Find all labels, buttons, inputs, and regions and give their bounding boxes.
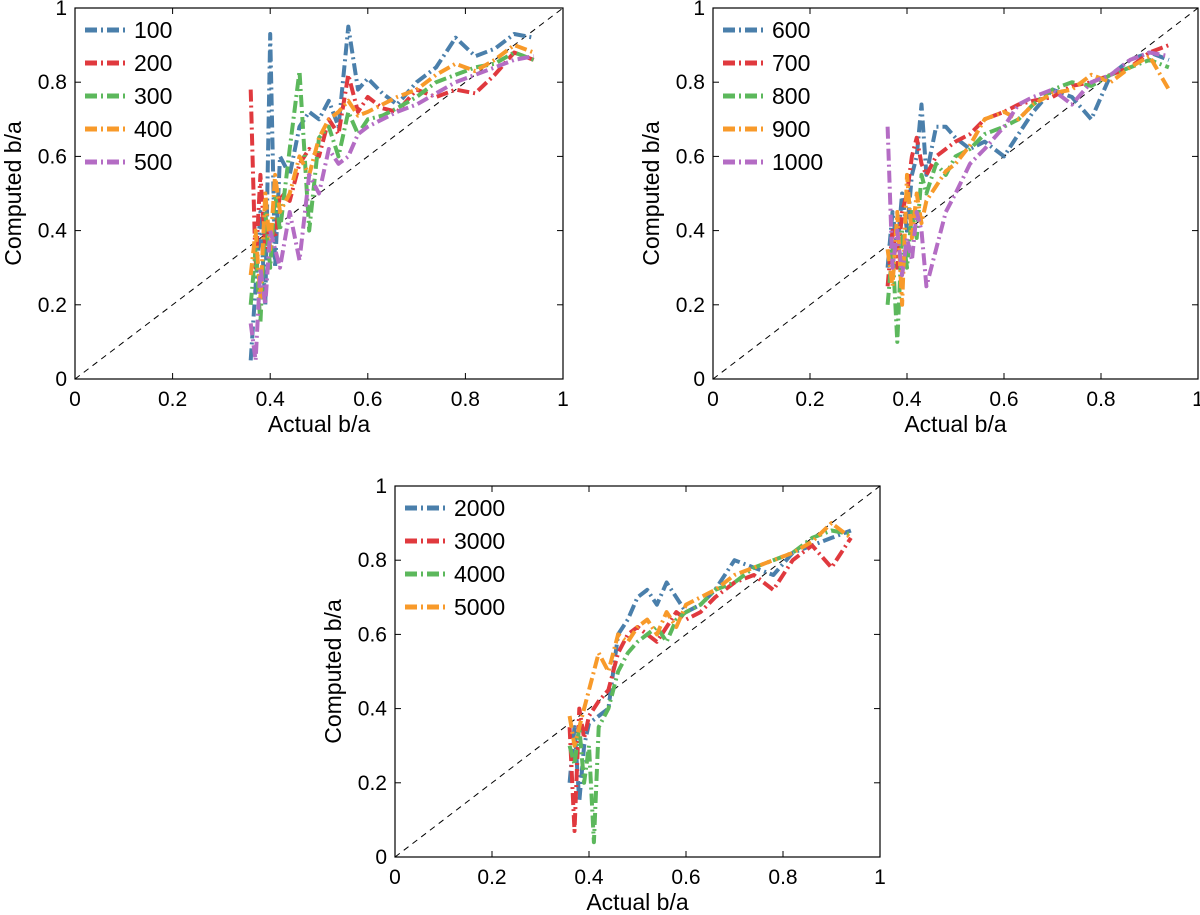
x-axis-label: Actual b/a xyxy=(586,889,688,915)
y-tick-label: 1 xyxy=(55,0,67,20)
legend-label-900: 900 xyxy=(772,116,810,142)
axes-frame xyxy=(712,7,1199,380)
y-tick-label: 0 xyxy=(55,368,67,391)
x-tick-label: 1 xyxy=(557,388,569,411)
y-tick-label: 0.2 xyxy=(676,294,705,317)
series-line-500 xyxy=(248,54,535,363)
x-tick-label: 1 xyxy=(874,866,886,889)
x-axis-label: Actual b/a xyxy=(268,411,370,437)
legend-label-700: 700 xyxy=(772,50,810,76)
y-tick-label: 1 xyxy=(693,0,705,20)
x-tick-label: 1 xyxy=(1192,388,1200,411)
x-tick-label: 0.8 xyxy=(451,388,480,411)
x-tick-label: 0.6 xyxy=(671,866,700,889)
y-tick-label: 0.6 xyxy=(38,145,67,168)
x-tick-label: 0.8 xyxy=(1086,388,1115,411)
legend-label-800: 800 xyxy=(772,83,810,109)
series-line-700 xyxy=(885,43,1170,287)
axes-frame xyxy=(394,485,881,858)
legend-label-400: 400 xyxy=(134,116,172,142)
y-tick-label: 0.8 xyxy=(676,71,705,94)
y-tick-label: 0.8 xyxy=(358,549,387,572)
series-line-300 xyxy=(248,50,535,326)
bottom-chart: 0 0.2 0.4 0.6 0.8 1 0 0.2 0.4 0.6 0.8 1 Actual b/a Co… xyxy=(320,475,886,915)
top-right-chart: 0 0.2 0.4 0.6 0.8 1 0 0.2 0.4 0.6 0.8 1 Actual b/a Co… xyxy=(638,0,1200,437)
legend: 100 200 300 400 500 xyxy=(85,17,172,175)
y-tick-label: 1 xyxy=(375,475,387,498)
legend-label-100: 100 xyxy=(134,17,172,43)
legend-label-500: 500 xyxy=(134,149,172,175)
x-tick-label: 0.4 xyxy=(892,388,922,411)
top-left-chart: 0 0.2 0.4 0.6 0.8 1 0 0.2 0.4 0.6 0.8 1 Actual b/a Co… xyxy=(0,0,569,437)
x-tick-label: 0.6 xyxy=(989,388,1018,411)
legend: 600 700 800 900 1000 xyxy=(723,17,823,175)
y-tick-label: 0.6 xyxy=(676,145,705,168)
y-tick-label: 0 xyxy=(693,368,705,391)
axes-frame xyxy=(74,7,564,380)
x-tick-label: 0.2 xyxy=(158,388,187,411)
legend-label-4000: 4000 xyxy=(454,561,505,587)
legend-label-5000: 5000 xyxy=(454,594,505,620)
x-tick-label: 0 xyxy=(69,388,81,411)
series-line-1000 xyxy=(885,50,1170,289)
y-tick-label: 0.4 xyxy=(676,220,706,243)
legend-label-600: 600 xyxy=(772,17,810,43)
y-axis-label: Computed b/a xyxy=(0,121,26,266)
y-tick-label: 0.4 xyxy=(358,698,388,721)
y-tick-label: 0.2 xyxy=(358,772,387,795)
legend-label-200: 200 xyxy=(134,50,172,76)
x-tick-label: 0.8 xyxy=(768,866,797,889)
legend: 2000 3000 4000 5000 xyxy=(405,495,505,620)
x-tick-label: 0.2 xyxy=(795,388,824,411)
legend-label-1000: 1000 xyxy=(772,149,823,175)
x-tick-label: 0 xyxy=(707,388,719,411)
y-tick-label: 0.4 xyxy=(38,220,68,243)
series-line-800 xyxy=(885,57,1170,344)
series-line-900 xyxy=(885,54,1171,307)
y-axis-label: Computed b/a xyxy=(638,121,664,266)
y-tick-label: 0 xyxy=(375,846,387,869)
x-tick-label: 0.4 xyxy=(574,866,604,889)
legend-label-3000: 3000 xyxy=(454,528,505,554)
y-axis-label: Computed b/a xyxy=(320,599,346,744)
legend-label-300: 300 xyxy=(134,83,172,109)
x-axis-label: Actual b/a xyxy=(904,411,1006,437)
series-line-3000 xyxy=(567,536,853,833)
series-line-400 xyxy=(248,43,535,300)
y-tick-label: 0.6 xyxy=(358,623,387,646)
x-tick-label: 0 xyxy=(389,866,401,889)
legend-label-2000: 2000 xyxy=(454,495,505,521)
x-tick-label: 0.6 xyxy=(353,388,382,411)
series-line-4000 xyxy=(567,528,852,845)
series-line-2000 xyxy=(567,528,852,804)
reference-diagonal-line xyxy=(74,7,564,380)
y-tick-label: 0.2 xyxy=(38,294,67,317)
x-tick-label: 0.2 xyxy=(477,866,506,889)
series-line-600 xyxy=(885,50,1170,268)
x-tick-label: 0.4 xyxy=(256,388,286,411)
y-tick-label: 0.8 xyxy=(38,71,67,94)
series-line-5000 xyxy=(567,521,853,748)
series-line-100 xyxy=(248,24,535,361)
